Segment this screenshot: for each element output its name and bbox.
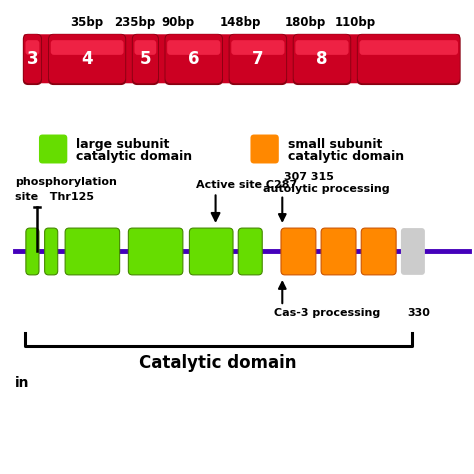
FancyBboxPatch shape [238,228,262,275]
FancyBboxPatch shape [293,34,350,83]
FancyBboxPatch shape [357,34,461,85]
FancyBboxPatch shape [361,228,396,275]
Text: catalytic domain: catalytic domain [288,150,404,163]
Text: 3: 3 [27,50,38,68]
FancyBboxPatch shape [49,34,125,83]
FancyBboxPatch shape [228,34,287,85]
FancyBboxPatch shape [24,34,460,83]
Text: 235bp: 235bp [114,16,155,29]
Text: 148bp: 148bp [220,16,262,29]
Text: large subunit: large subunit [76,138,169,151]
Text: 6: 6 [188,50,200,68]
Text: 4: 4 [82,50,93,68]
FancyBboxPatch shape [229,34,286,83]
Text: 7: 7 [252,50,264,68]
FancyBboxPatch shape [45,228,58,275]
FancyBboxPatch shape [231,40,284,55]
FancyBboxPatch shape [26,40,39,55]
FancyBboxPatch shape [250,135,279,164]
FancyBboxPatch shape [321,228,356,275]
FancyBboxPatch shape [132,34,159,85]
FancyBboxPatch shape [39,135,67,164]
FancyBboxPatch shape [51,40,124,55]
Text: 330: 330 [408,308,430,318]
FancyBboxPatch shape [293,34,351,85]
FancyBboxPatch shape [295,40,348,55]
Text: 90bp: 90bp [162,16,195,29]
Text: 8: 8 [316,50,328,68]
FancyBboxPatch shape [359,40,458,55]
Text: site   Thr125: site Thr125 [15,192,94,202]
FancyBboxPatch shape [26,228,39,275]
FancyBboxPatch shape [128,228,183,275]
Text: phosphorylation: phosphorylation [15,177,117,187]
FancyBboxPatch shape [190,228,233,275]
Text: in: in [15,376,29,391]
FancyBboxPatch shape [401,228,425,275]
FancyBboxPatch shape [23,34,42,85]
Text: 307 315: 307 315 [284,172,334,182]
FancyBboxPatch shape [135,40,156,55]
Text: 180bp: 180bp [284,16,326,29]
Text: 5: 5 [140,50,151,68]
Text: Cas-3 processing: Cas-3 processing [273,308,380,318]
Text: Active site C287: Active site C287 [196,180,297,190]
FancyBboxPatch shape [65,228,119,275]
Text: 35bp: 35bp [70,16,103,29]
FancyBboxPatch shape [164,34,223,85]
FancyBboxPatch shape [24,34,41,83]
Text: small subunit: small subunit [288,138,382,151]
Text: Catalytic domain: Catalytic domain [139,354,297,372]
Text: catalytic domain: catalytic domain [76,150,192,163]
Text: 110bp: 110bp [335,16,376,29]
FancyBboxPatch shape [281,228,316,275]
FancyBboxPatch shape [165,34,222,83]
FancyBboxPatch shape [133,34,158,83]
Text: autolytic processing: autolytic processing [263,184,389,194]
FancyBboxPatch shape [167,40,220,55]
FancyBboxPatch shape [358,34,460,83]
FancyBboxPatch shape [48,34,126,85]
